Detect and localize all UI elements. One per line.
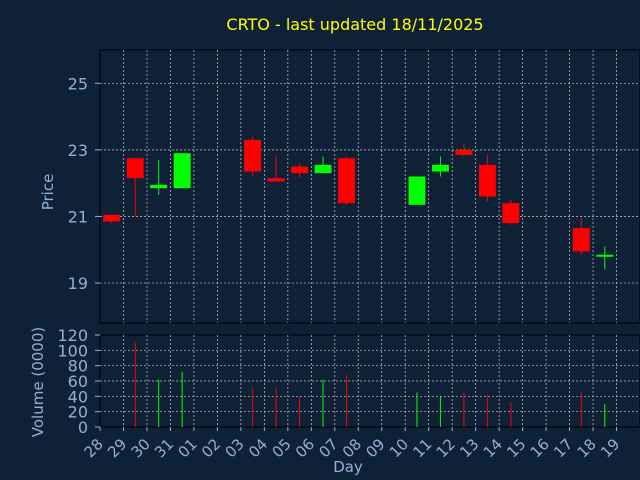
- candle-body: [150, 184, 168, 189]
- candle-body: [126, 158, 144, 179]
- x-tick-label: 09: [362, 435, 388, 461]
- candle-body: [267, 178, 285, 182]
- x-tick-label: 31: [151, 435, 177, 461]
- x-tick-label: 05: [268, 435, 294, 461]
- x-tick-label: 15: [503, 435, 529, 461]
- candle-body: [502, 203, 520, 224]
- candle-body: [338, 158, 355, 204]
- volume-tick-label: 80: [68, 357, 88, 376]
- x-tick-label: 02: [198, 435, 224, 461]
- candle-body: [244, 139, 262, 172]
- volume-axis-label: Volume (0000): [29, 327, 47, 437]
- x-tick-label: 13: [456, 435, 482, 461]
- price-tick-label: 25: [68, 74, 88, 93]
- candle-body: [596, 254, 614, 257]
- price-tick-label: 19: [68, 274, 88, 293]
- x-tick-label: 01: [175, 435, 201, 461]
- volume-tick-label: 100: [57, 341, 88, 360]
- x-tick-label: 04: [245, 435, 271, 461]
- candle-body: [103, 214, 121, 222]
- x-tick-label: 10: [386, 435, 412, 461]
- x-tick-label: 14: [480, 435, 506, 461]
- candle-body: [572, 228, 590, 252]
- x-tick-label: 12: [433, 435, 459, 461]
- candle-body: [455, 149, 473, 155]
- candle-body: [291, 166, 309, 174]
- candle-body: [173, 153, 191, 189]
- x-tick-label: 28: [81, 435, 107, 461]
- price-panel-frame: [99, 49, 640, 324]
- x-tick-label: 03: [221, 435, 247, 461]
- candle-body: [408, 176, 426, 205]
- volume-tick-label: 120: [57, 326, 88, 345]
- x-tick-label: 29: [104, 435, 130, 461]
- price-axis-label: Price: [39, 174, 57, 211]
- volume-tick-label: 20: [68, 403, 88, 422]
- x-axis-label: Day: [333, 458, 363, 476]
- x-tick-label: 16: [527, 435, 553, 461]
- chart-title: CRTO - last updated 18/11/2025: [226, 15, 483, 34]
- x-tick-label: 17: [550, 435, 576, 461]
- candle-body: [431, 164, 449, 172]
- volume-tick-label: 40: [68, 387, 88, 406]
- x-tick-label: 18: [574, 435, 600, 461]
- x-tick-label: 06: [292, 435, 318, 461]
- price-tick-label: 21: [68, 207, 88, 226]
- x-tick-label: 19: [597, 435, 623, 461]
- volume-tick-label: 0: [78, 418, 88, 437]
- x-tick-label: 30: [128, 435, 154, 461]
- volume-tick-label: 60: [68, 372, 88, 391]
- candle-body: [314, 164, 332, 174]
- candle-body: [478, 164, 496, 197]
- x-tick-label: 11: [409, 435, 435, 461]
- price-tick-label: 23: [68, 141, 88, 160]
